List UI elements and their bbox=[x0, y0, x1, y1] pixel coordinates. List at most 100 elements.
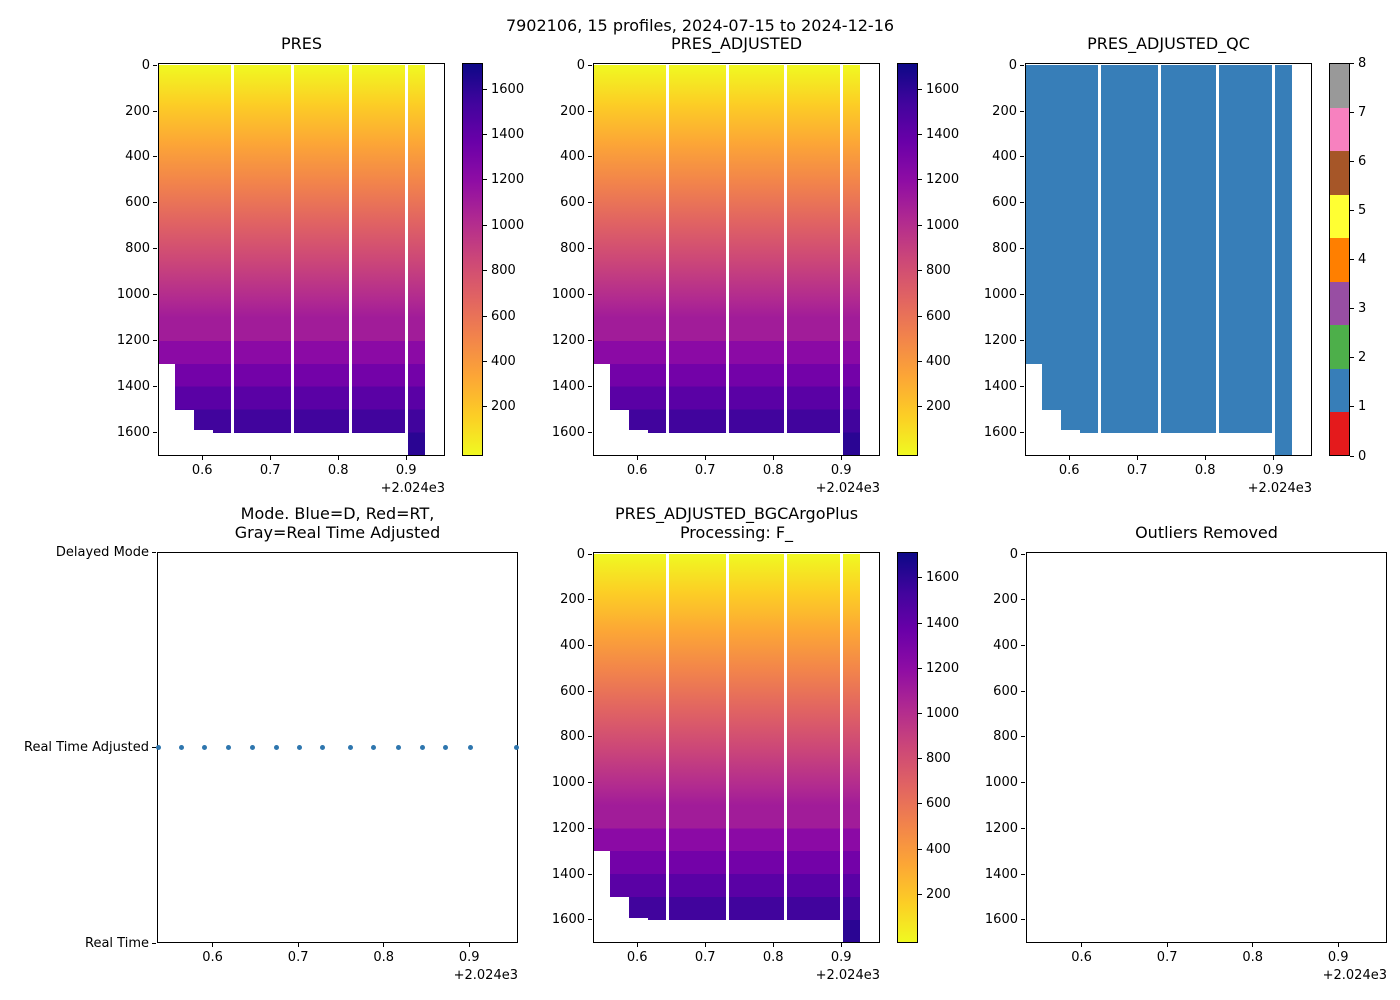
heatmap-column bbox=[669, 554, 727, 920]
y-tick-label: 1600 bbox=[116, 425, 150, 441]
colorbar-tick-mark bbox=[483, 134, 487, 136]
colorbar-tick-label: 1000 bbox=[926, 706, 960, 721]
colorbar-tick-mark bbox=[918, 88, 922, 90]
heatmap-column bbox=[351, 65, 405, 433]
plot-title: PRES bbox=[280, 34, 323, 53]
mode-dot bbox=[513, 745, 519, 750]
y-tick-label: 600 bbox=[992, 195, 1017, 211]
plot-title: Mode. Blue=D, Red=RT, Gray=Real Time Adj… bbox=[234, 504, 441, 542]
colorbar-tick-mark bbox=[1350, 62, 1354, 64]
colorbar bbox=[462, 63, 483, 456]
x-tick-mark bbox=[468, 943, 470, 947]
x-tick-mark bbox=[212, 943, 214, 947]
x-tick-mark bbox=[636, 943, 638, 947]
mode-dot bbox=[370, 745, 376, 750]
colorbar-tick-mark bbox=[483, 224, 487, 226]
colorbar bbox=[897, 63, 918, 456]
x-tick-mark bbox=[772, 456, 774, 460]
y-tick-mark bbox=[1020, 110, 1024, 112]
y-tick-label: 1200 bbox=[551, 333, 585, 349]
colorbar-tick-label: 1600 bbox=[926, 570, 960, 586]
heatmap-column bbox=[669, 65, 727, 433]
y-tick-mark bbox=[588, 919, 592, 921]
x-tick-mark bbox=[704, 943, 706, 947]
qc-colorbar-segment bbox=[1330, 324, 1349, 369]
colorbar-tick-mark bbox=[918, 179, 922, 181]
y-tick-label: 400 bbox=[992, 149, 1017, 165]
mode-dot bbox=[395, 745, 401, 750]
colorbar-tick-label: 1400 bbox=[491, 127, 525, 143]
y-tick-label: 200 bbox=[993, 592, 1018, 608]
heatmap-column bbox=[1026, 65, 1042, 364]
colorbar-tick-label: 200 bbox=[926, 886, 951, 902]
y-tick-mark bbox=[1021, 645, 1025, 647]
colorbar-tick-mark bbox=[918, 622, 922, 624]
x-tick-label: 0.6 bbox=[626, 463, 648, 478]
x-tick-label: 0.6 bbox=[1058, 463, 1080, 478]
x-tick-label: 0.8 bbox=[373, 950, 395, 965]
colorbar-tick-mark bbox=[918, 577, 922, 579]
y-tick-mark bbox=[588, 690, 592, 692]
mode-dot bbox=[468, 745, 474, 750]
y-tick-label: 1600 bbox=[551, 425, 585, 441]
heatmap-column bbox=[786, 554, 840, 920]
x-tick-label: 0.7 bbox=[259, 463, 281, 478]
qc-colorbar-segment bbox=[1330, 368, 1349, 413]
mode-dot bbox=[156, 745, 162, 750]
x-tick-mark bbox=[636, 456, 638, 460]
y-tick-label: 1000 bbox=[984, 775, 1018, 791]
colorbar-tick-mark bbox=[483, 406, 487, 408]
colorbar-tick-label: 1200 bbox=[926, 660, 960, 676]
y-tick-label: 1200 bbox=[983, 333, 1017, 349]
colorbar-tick-mark bbox=[483, 179, 487, 181]
heatmap-column bbox=[194, 65, 214, 431]
colorbar-tick-mark bbox=[918, 361, 922, 363]
heatmap-column bbox=[594, 65, 610, 364]
axis-offset-label: +2.024e3 bbox=[380, 481, 445, 496]
x-tick-label: 0.9 bbox=[830, 463, 852, 478]
y-tick-label: 0 bbox=[576, 546, 585, 562]
y-tick-label: 1200 bbox=[116, 333, 150, 349]
y-tick-mark bbox=[1020, 340, 1024, 342]
y-category-label: Real Time bbox=[85, 935, 149, 951]
x-tick-mark bbox=[1081, 943, 1083, 947]
colorbar-tick-label: 1400 bbox=[926, 127, 960, 143]
x-tick-mark bbox=[772, 943, 774, 947]
mode-dot bbox=[225, 745, 231, 750]
y-tick-label: 200 bbox=[125, 103, 150, 119]
y-tick-mark bbox=[588, 432, 592, 434]
colorbar-tick-label: 2 bbox=[1358, 350, 1367, 366]
colorbar-tick-label: 200 bbox=[926, 399, 951, 415]
colorbar-tick-mark bbox=[918, 893, 922, 895]
colorbar-tick-label: 400 bbox=[926, 841, 951, 857]
colorbar-tick-label: 600 bbox=[491, 308, 516, 324]
mode-dot bbox=[297, 745, 303, 750]
axis-offset-label: +2.024e3 bbox=[1247, 481, 1312, 496]
y-tick-label: 1000 bbox=[116, 287, 150, 303]
colorbar-tick-label: 1000 bbox=[491, 217, 525, 233]
axis-offset-label: +2.024e3 bbox=[815, 481, 880, 496]
x-tick-mark bbox=[383, 943, 385, 947]
heatmap-column bbox=[294, 65, 350, 433]
heatmap-column bbox=[175, 65, 195, 410]
subplot-outliers-removed bbox=[1026, 552, 1387, 943]
y-tick-label: 600 bbox=[560, 683, 585, 699]
heatmap-column bbox=[234, 65, 292, 433]
y-tick-mark bbox=[588, 156, 592, 158]
x-tick-label: 0.7 bbox=[694, 950, 716, 965]
y-tick-mark bbox=[1021, 782, 1025, 784]
colorbar-tick-mark bbox=[483, 270, 487, 272]
qc-colorbar-segment bbox=[1330, 64, 1349, 108]
x-tick-label: 0.6 bbox=[1071, 950, 1092, 965]
colorbar-tick-label: 1400 bbox=[926, 615, 960, 631]
y-tick-mark bbox=[1020, 64, 1024, 66]
y-tick-label: 200 bbox=[560, 592, 585, 608]
colorbar-tick-label: 400 bbox=[926, 354, 951, 370]
colorbar-tick-mark bbox=[918, 803, 922, 805]
colorbar bbox=[897, 552, 918, 943]
colorbar-tick-label: 0 bbox=[1358, 448, 1367, 464]
y-tick-mark bbox=[152, 551, 156, 553]
subplot-mode bbox=[157, 552, 518, 943]
y-tick-mark bbox=[1020, 432, 1024, 434]
colorbar-tick-label: 1600 bbox=[491, 81, 525, 97]
